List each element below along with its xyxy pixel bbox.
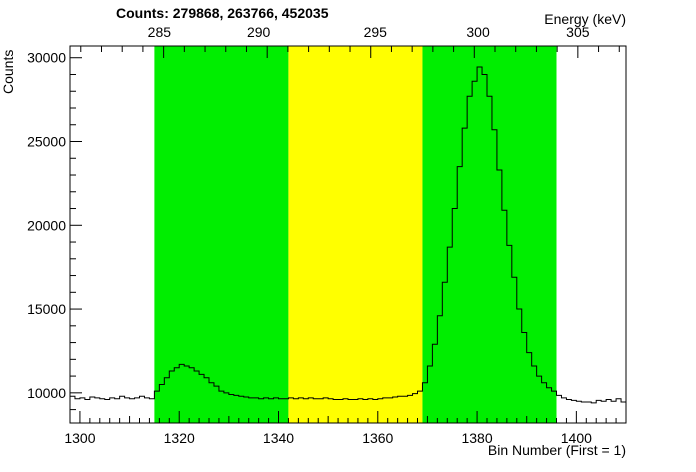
x-tick-label: 1320 bbox=[164, 430, 195, 446]
energy-tick-label: 285 bbox=[148, 24, 172, 40]
region-band-2 bbox=[288, 46, 423, 423]
histogram-line bbox=[70, 66, 626, 404]
x-tick-label: 1380 bbox=[461, 430, 492, 446]
x-tick-label: 1360 bbox=[362, 430, 393, 446]
x-tick-label: 1300 bbox=[64, 430, 95, 446]
energy-tick-label: 300 bbox=[466, 24, 490, 40]
y-tick-label: 15000 bbox=[27, 301, 66, 317]
top-energy-axis: 285 290 295 300 305 bbox=[80, 24, 620, 58]
region-bands bbox=[154, 46, 557, 423]
x-tick-label: 1340 bbox=[263, 430, 294, 446]
y-axis-title: Counts bbox=[0, 49, 16, 94]
bottom-x-axis: 1300 1320 1340 1360 1380 1400 bbox=[64, 411, 627, 446]
region-band-1 bbox=[154, 46, 289, 423]
energy-tick-label: 290 bbox=[247, 24, 271, 40]
counts-summary-label: Counts: 279868, 263766, 452035 bbox=[116, 5, 329, 21]
histogram-series bbox=[70, 66, 626, 404]
region-band-3 bbox=[422, 46, 557, 423]
y-tick-label: 20000 bbox=[27, 217, 66, 233]
energy-axis-title: Energy (keV) bbox=[544, 11, 626, 27]
x-axis-title: Bin Number (First = 1) bbox=[487, 442, 626, 458]
y-tick-label: 30000 bbox=[27, 50, 66, 66]
x-tick-label: 1400 bbox=[561, 430, 592, 446]
energy-tick-label: 295 bbox=[364, 24, 388, 40]
energy-tick-label: 305 bbox=[566, 24, 590, 40]
left-y-axis: 10000 15000 20000 25000 30000 bbox=[27, 50, 82, 411]
y-tick-label: 10000 bbox=[27, 385, 66, 401]
y-tick-label: 25000 bbox=[27, 134, 66, 150]
